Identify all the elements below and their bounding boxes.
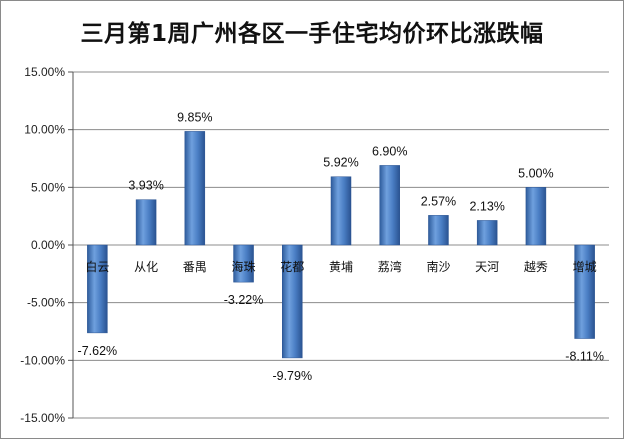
y-tick-label: -10.00% — [20, 353, 65, 367]
category-label: 南沙 — [426, 259, 450, 274]
bar-番禺 — [184, 131, 206, 246]
category-label: 花都 — [280, 259, 304, 274]
data-label: 5.92% — [323, 156, 358, 170]
category-label: 番禺 — [183, 260, 207, 274]
y-tick-label: -15.00% — [20, 411, 65, 425]
data-labels: -7.62% 3.93% 9.85% -3.22% -9.79% 5.92% 6.90% 2.… — [78, 110, 604, 383]
bar-花都 — [282, 244, 303, 359]
data-label: -3.22% — [224, 293, 264, 307]
data-label: -8.11% — [565, 350, 604, 364]
y-tick-label: 10.00% — [24, 123, 65, 137]
category-label: 越秀 — [524, 260, 548, 274]
y-tick-label: 5.00% — [31, 180, 65, 194]
bar-天河 — [476, 220, 498, 246]
bar-增城 — [574, 244, 595, 339]
bar-从化 — [135, 199, 157, 246]
data-label: 2.57% — [421, 194, 456, 208]
category-label: 荔湾 — [378, 259, 402, 274]
y-tick-label: 0.00% — [31, 238, 65, 252]
bar-白云 — [87, 244, 108, 334]
category-label: 天河 — [475, 260, 499, 274]
y-axis: 15.00% 10.00% 5.00% 0.00% -5.00% -10.00% -15.0… — [20, 65, 74, 425]
data-label: 2.13% — [469, 199, 504, 213]
bar-越秀 — [525, 187, 547, 246]
bars — [87, 131, 595, 359]
y-tick-label: 15.00% — [24, 65, 65, 79]
bar-黄埔 — [330, 176, 352, 246]
bar-海珠 — [233, 244, 254, 283]
category-label: 增城 — [573, 260, 597, 274]
bar-南沙 — [428, 215, 449, 246]
data-label: 5.00% — [518, 166, 553, 180]
category-label: 从化 — [134, 260, 158, 274]
category-label: 黄埔 — [329, 260, 353, 274]
data-label: -9.79% — [272, 369, 312, 383]
data-label: -7.62% — [78, 344, 118, 358]
category-label: 白云 — [85, 259, 109, 274]
category-label: 海珠 — [232, 259, 256, 274]
bar-荔湾 — [379, 165, 400, 246]
category-labels: 白云 从化 番禺 海珠 花都 黄埔 荔湾 南沙 天河 越秀 增城 — [85, 259, 596, 274]
y-tick-label: -5.00% — [27, 296, 65, 310]
data-label: 9.85% — [177, 110, 212, 124]
data-label: 6.90% — [372, 144, 407, 158]
chart-title: 三月第1周广州各区一手住宅均价环比涨跌幅 — [80, 21, 544, 47]
data-label: 3.93% — [128, 179, 163, 193]
